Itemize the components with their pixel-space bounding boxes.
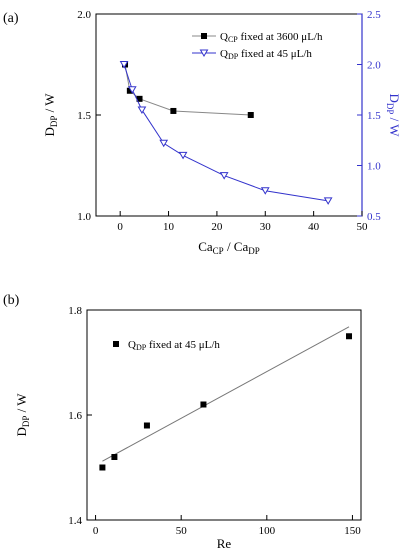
y-tick-label-b-2: 1.8	[68, 305, 82, 317]
point-a-1-4	[178, 151, 188, 160]
y-tick-label-right-a-3: 2.0	[367, 60, 381, 72]
x-tick-label-a-1: 10	[163, 221, 175, 233]
point-b-0-0	[99, 464, 106, 471]
fit-line-b	[102, 326, 350, 462]
series-group-a	[119, 61, 333, 205]
x-ticks-a: 0 10 20 30 40 50	[117, 211, 368, 233]
y-axis-label-right-a: DDP / W	[385, 93, 400, 137]
plot-frame-a	[95, 13, 363, 217]
point-b-0-1	[111, 454, 118, 460]
panel-label-a: (a)	[3, 11, 19, 26]
x-tick-label-b-1: 50	[176, 525, 188, 537]
x-tick-label-a-5: 50	[357, 221, 369, 233]
y-tick-label-b-0: 1.4	[68, 515, 82, 527]
y-ticks-b: 1.4 1.6 1.8	[68, 305, 92, 527]
y-axis-label-b: DDP / W	[14, 393, 31, 437]
y-tick-label-right-a-1: 1.0	[367, 161, 381, 173]
point-a-1-7	[323, 197, 333, 205]
point-a-1-0	[119, 61, 129, 69]
point-a-0-3	[170, 107, 177, 114]
y-tick-label-right-a-0: 0.5	[367, 211, 381, 223]
x-ticks-b: 0 50 100 150	[93, 515, 361, 537]
legend-text-a-0: QCP fixed at 3600 μL/h	[220, 31, 323, 44]
x-tick-label-b-0: 0	[93, 525, 99, 537]
series-line-a-1	[123, 64, 329, 202]
point-a-0-1	[126, 87, 133, 94]
panel-label-b: (b)	[3, 293, 20, 308]
legend-marker-b-0	[113, 341, 119, 347]
x-tick-label-a-4: 40	[308, 221, 320, 233]
point-a-1-1	[127, 86, 137, 94]
legend-b: QDP fixed at 45 μL/h	[113, 339, 220, 352]
y-tick-label-b-1: 1.6	[68, 410, 82, 422]
x-axis-label-b: Re	[217, 536, 232, 550]
point-b-0-4	[346, 333, 353, 340]
point-b-0-2	[143, 422, 150, 429]
point-a-0-4	[247, 112, 254, 118]
y-ticks-left-a: 1.0 1.5 2.0	[77, 9, 101, 223]
x-axis-label-a: CaCP / CaDP	[198, 239, 260, 256]
point-a-1-5	[219, 172, 229, 180]
y-tick-label-left-a-2: 2.0	[77, 9, 91, 21]
x-tick-label-a-0: 0	[117, 221, 123, 233]
legend-text-a-1: QDP fixed at 45 μL/h	[220, 48, 312, 61]
series-group-b	[99, 326, 353, 471]
y-tick-label-right-a-4: 2.5	[367, 9, 381, 21]
legend-marker-a-1	[199, 49, 209, 57]
legend-text-b-0: QDP fixed at 45 μL/h	[128, 339, 220, 352]
chart-a: 0 10 20 30 40 50 1.0 1.5 2.0 0.5 1.0 1.5 2.0 2.5 Ca…	[42, 9, 400, 256]
point-b-0-3	[200, 401, 207, 408]
x-tick-label-b-3: 150	[344, 525, 361, 537]
legend-a: QCP fixed at 3600 μL/h QDP fixed at 45 μ…	[192, 31, 323, 61]
point-a-0-2	[136, 95, 143, 102]
y-axis-label-left-a: DDP / W	[42, 93, 59, 137]
y-ticks-right-a: 0.5 1.0 1.5 2.0 2.5	[357, 9, 381, 223]
point-a-1-3	[159, 139, 169, 148]
y-tick-label-left-a-0: 1.0	[77, 211, 91, 223]
point-a-1-2	[137, 106, 147, 114]
point-a-1-6	[260, 187, 270, 195]
y-tick-label-left-a-1: 1.5	[77, 110, 91, 122]
x-tick-label-a-3: 30	[260, 221, 272, 233]
legend-marker-a-0	[201, 33, 207, 39]
y-tick-label-right-a-2: 1.5	[367, 110, 381, 122]
x-tick-label-b-2: 100	[259, 525, 276, 537]
chart-b: 0 50 100 150 1.4 1.6 1.8 Re DDP / W QDP fixed…	[14, 305, 362, 550]
x-tick-label-a-2: 20	[211, 221, 223, 233]
